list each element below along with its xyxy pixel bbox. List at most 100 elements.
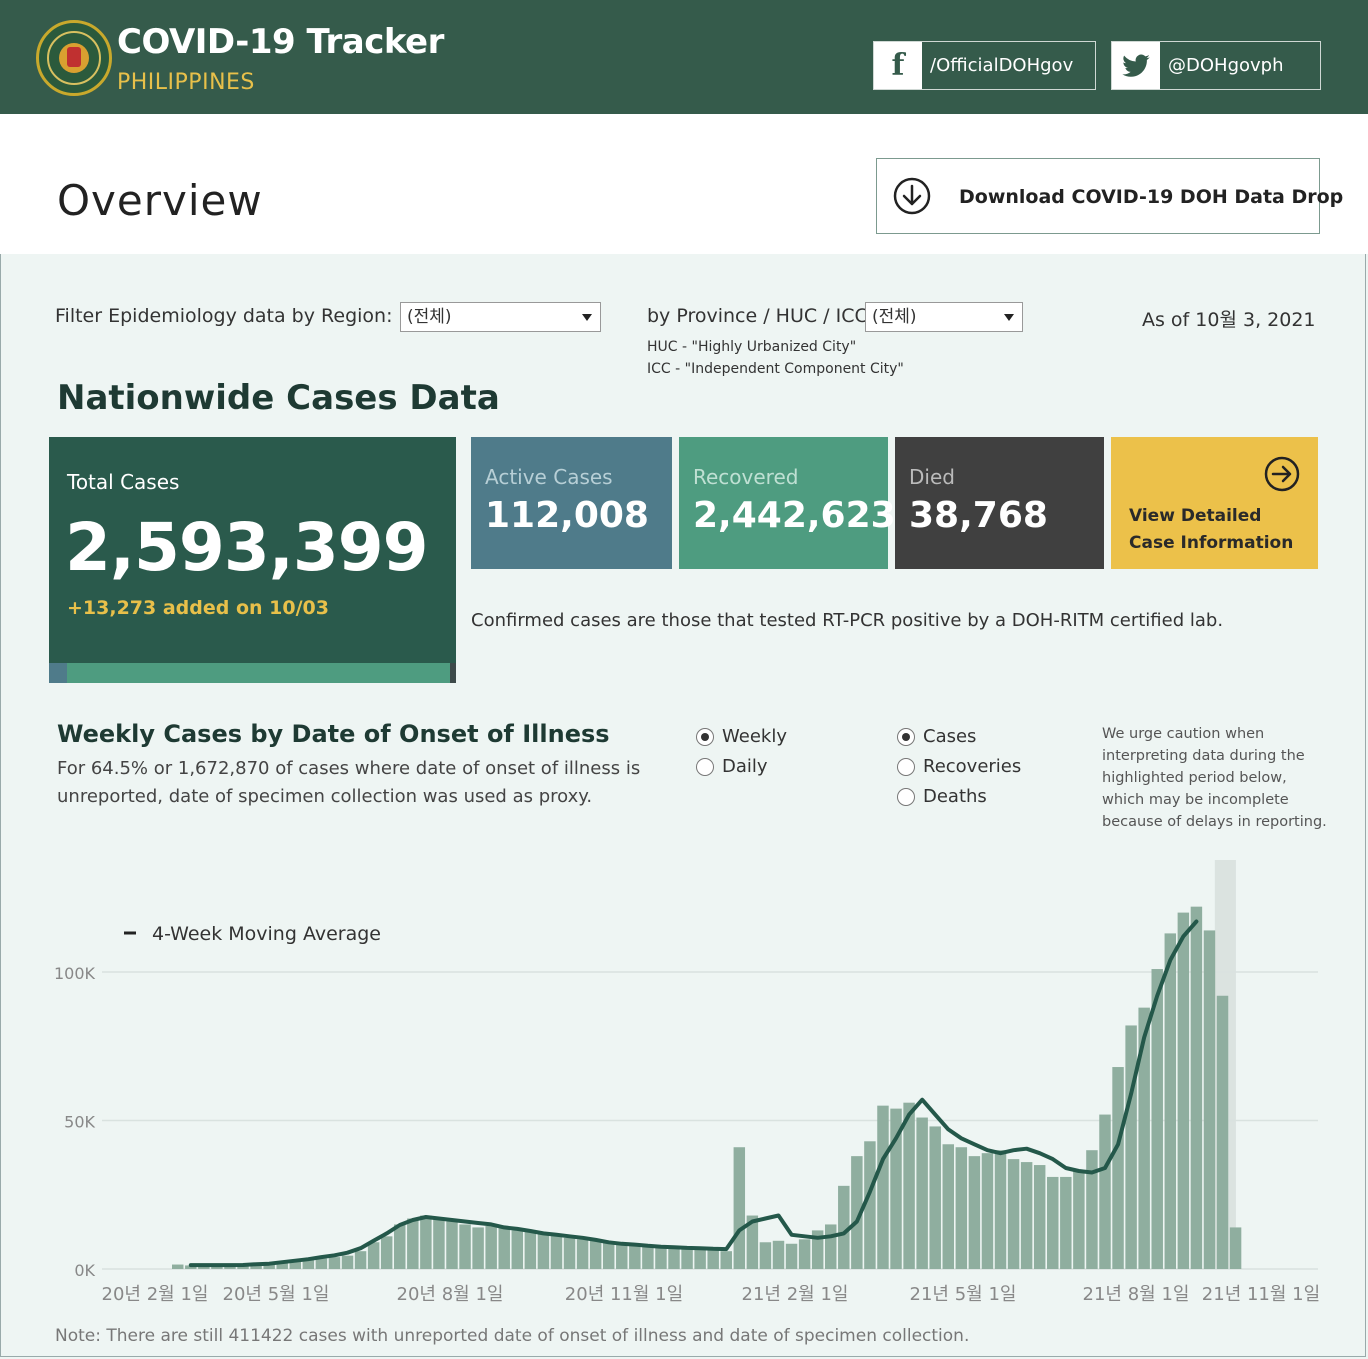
bar (276, 1261, 288, 1269)
bar (433, 1218, 445, 1269)
arrow-right-circle-icon (1264, 456, 1300, 492)
x-tick-label: 20년 5월 1일 (223, 1284, 330, 1305)
bar (380, 1236, 393, 1269)
bar (1007, 1159, 1020, 1269)
x-tick-label: 21년 5월 1일 (910, 1284, 1017, 1305)
chevron-down-icon (582, 314, 592, 321)
icc-note: ICC - "Independent Component City" (647, 361, 904, 377)
bar (1047, 1176, 1059, 1269)
view-detailed-case-button[interactable]: View Detailed Case Information (1111, 437, 1318, 569)
x-tick-label: 21년 11월 1일 (1202, 1284, 1320, 1305)
recovered-label: Recovered (693, 465, 799, 489)
bar (498, 1227, 510, 1269)
province-filter-label: by Province / HUC / ICC: (647, 305, 875, 327)
bar (838, 1185, 850, 1269)
bar (903, 1102, 915, 1269)
bar (1086, 1150, 1098, 1269)
bar (576, 1239, 589, 1269)
total-cases-value: 2,593,399 (65, 509, 429, 586)
active-cases-card: Active Cases 112,008 (471, 437, 672, 569)
download-data-drop-button[interactable]: Download COVID-19 DOH Data Drop (876, 158, 1343, 234)
nationwide-title: Nationwide Cases Data (57, 378, 500, 418)
huc-note: HUC - "Highly Urbanized City" (647, 339, 857, 355)
download-label: Download COVID-19 DOH Data Drop (959, 186, 1344, 208)
bar (707, 1249, 719, 1269)
bar (472, 1227, 484, 1269)
bar (459, 1224, 471, 1269)
twitter-icon (1112, 42, 1160, 89)
bar (851, 1156, 863, 1269)
bar (877, 1105, 889, 1269)
bar (720, 1251, 732, 1269)
facebook-handle: /OfficialDOHgov (930, 55, 1074, 76)
bar (589, 1240, 602, 1269)
bar (302, 1260, 315, 1269)
page-title: Overview (57, 176, 263, 225)
bar (185, 1265, 197, 1269)
province-select-value: (전체) (872, 307, 917, 327)
weekly-cases-chart: 0K 50K 100K 4-Week Moving Average 20년 2월 1일 2… (54, 860, 1320, 1305)
moving-average-line (188, 919, 1199, 1268)
bar (1216, 995, 1229, 1269)
bar (341, 1255, 354, 1269)
bar (785, 1243, 798, 1269)
bar (394, 1224, 406, 1269)
composition-bar-active (49, 663, 67, 683)
active-cases-label: Active Cases (485, 465, 613, 489)
legend-label: 4-Week Moving Average (152, 923, 381, 945)
facebook-link[interactable]: f /OfficialDOHgov (873, 41, 1096, 90)
bar (563, 1237, 576, 1269)
download-icon (893, 177, 931, 215)
region-select[interactable]: (전체) (400, 302, 601, 332)
bar (524, 1231, 537, 1269)
bar (994, 1150, 1007, 1269)
region-select-value: (전체) (407, 307, 452, 327)
bar (811, 1230, 824, 1269)
bar (1229, 1227, 1242, 1269)
bar (172, 1264, 184, 1269)
bar (694, 1249, 706, 1269)
bar (955, 1147, 968, 1269)
facebook-icon: f (874, 42, 922, 89)
x-tick-label: 20년 2월 1일 (102, 1284, 209, 1305)
bar (1099, 1114, 1111, 1269)
chevron-down-icon (1004, 314, 1014, 321)
y-tick-label: 0K (74, 1261, 95, 1280)
bar (668, 1248, 680, 1269)
bar (642, 1246, 654, 1269)
bar (1164, 933, 1177, 1269)
bar (1203, 930, 1216, 1269)
bar (485, 1225, 497, 1269)
bar (616, 1243, 628, 1269)
bar (825, 1224, 837, 1269)
bar (929, 1126, 941, 1269)
bar (942, 1144, 954, 1269)
bar (602, 1242, 615, 1269)
x-tick-label: 21년 8월 1일 (1083, 1284, 1190, 1305)
bar (746, 1215, 759, 1269)
bar (224, 1265, 236, 1269)
weekly-title: Weekly Cases by Date of Onset of Illness (57, 720, 610, 748)
bar (367, 1242, 380, 1269)
caution-note: We urge caution when interpreting data d… (1102, 726, 1327, 830)
died-label: Died (909, 465, 955, 489)
bar (550, 1234, 563, 1269)
bar (328, 1257, 341, 1269)
bar (420, 1215, 432, 1269)
top-header: COVID-19 Tracker PHILIPPINES f /Official… (0, 0, 1368, 114)
bar (968, 1156, 981, 1269)
recovered-value: 2,442,623 (693, 495, 896, 536)
twitter-link[interactable]: @DOHgovph (1111, 41, 1321, 90)
bar (733, 1147, 746, 1269)
bar (890, 1108, 902, 1269)
bar (1033, 1165, 1046, 1269)
footer-note: Note: There are still 411422 cases with … (55, 1326, 970, 1346)
view-detailed-label: View Detailed Case Information (1129, 506, 1294, 553)
province-select[interactable]: (전체) (865, 302, 1023, 332)
active-cases-value: 112,008 (485, 495, 649, 536)
bar (981, 1153, 994, 1269)
bar (537, 1233, 550, 1269)
total-cases-card: Total Cases 2,593,399 +13,273 added on 1… (49, 437, 456, 683)
bar (1125, 1025, 1137, 1269)
added-cases: +13,273 added on 10/03 (67, 597, 329, 619)
